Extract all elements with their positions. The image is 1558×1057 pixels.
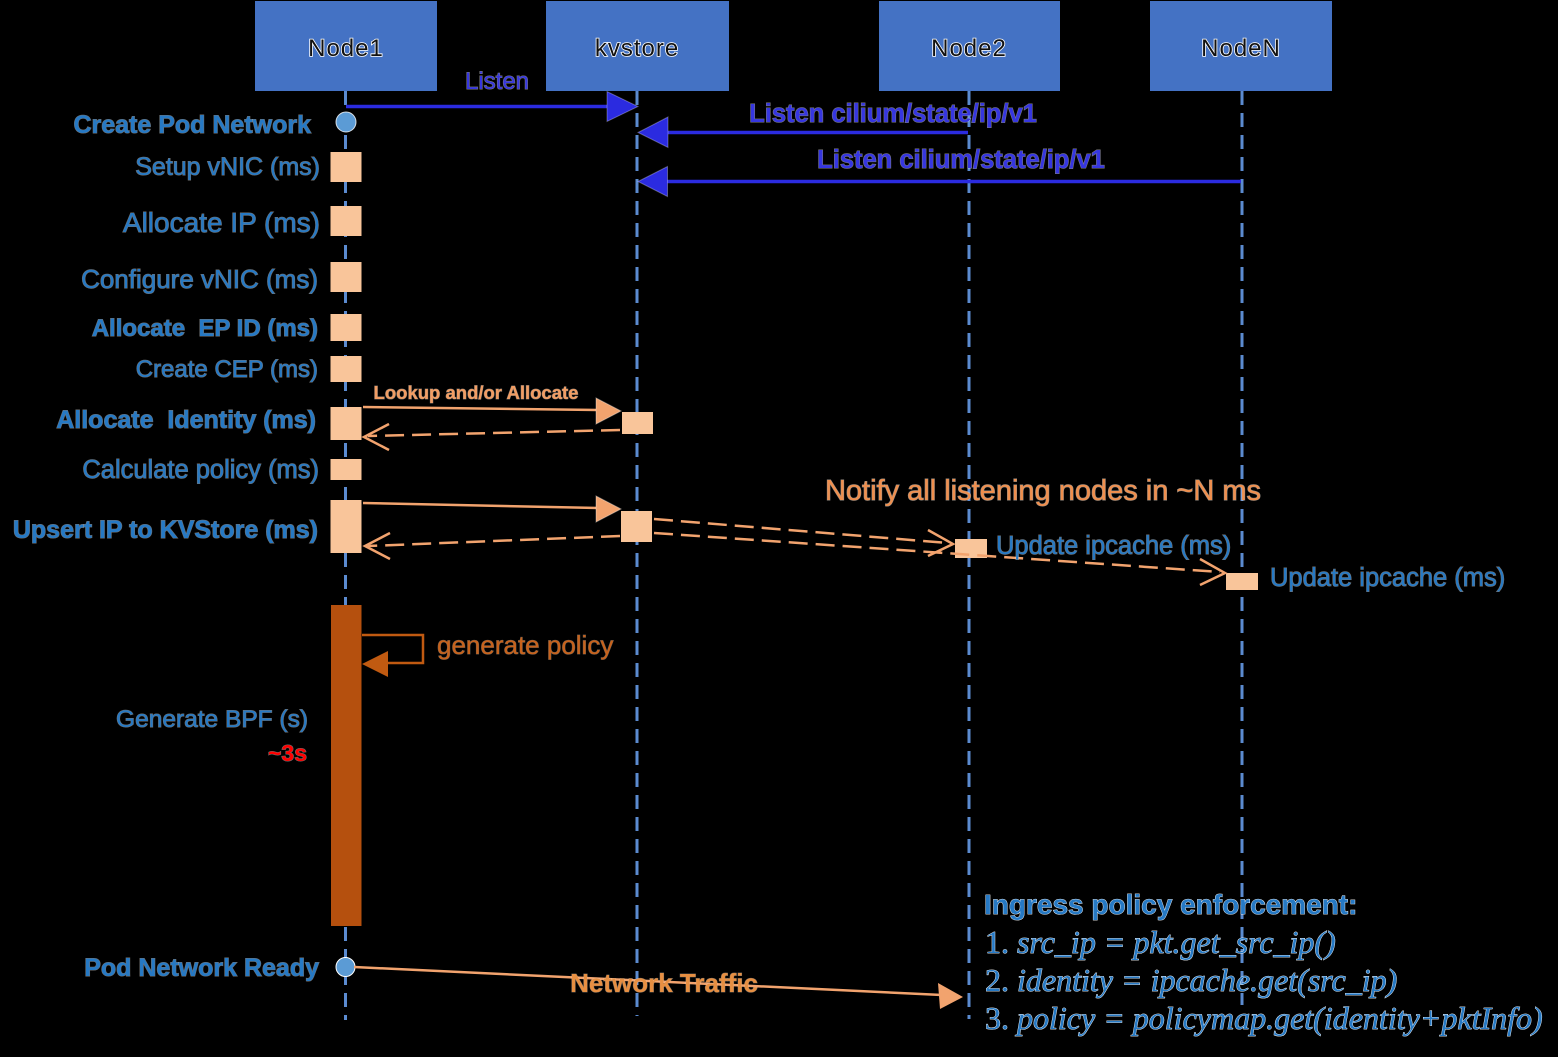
svg-text:Ingress policy enforcement:: Ingress policy enforcement: <box>984 889 1357 920</box>
svg-text:~3s: ~3s <box>268 740 307 766</box>
svg-text:Allocate Identity (ms): Allocate Identity (ms) <box>56 406 316 434</box>
svg-text:1. src_ip = pkt.get_src_ip(): 1. src_ip = pkt.get_src_ip() <box>985 924 1336 960</box>
svg-text:Pod Network Ready: Pod Network Ready <box>84 954 319 982</box>
svg-text:Node2: Node2 <box>931 35 1007 62</box>
svg-text:Network Traffic: Network Traffic <box>570 968 758 998</box>
svg-text:3. policy = policymap.get(iden: 3. policy = policymap.get(identity+pktIn… <box>985 1000 1543 1036</box>
svg-text:Notify all listening nodes in: Notify all listening nodes in ~N ms <box>825 475 1261 507</box>
svg-text:kvstore: kvstore <box>595 35 679 62</box>
svg-text:Update ipcache (ms): Update ipcache (ms) <box>996 532 1231 560</box>
svg-text:Allocate EP ID (ms): Allocate EP ID (ms) <box>92 315 318 342</box>
svg-text:Listen cilium/state/ip/v1: Listen cilium/state/ip/v1 <box>817 146 1105 174</box>
svg-text:Setup vNIC (ms): Setup vNIC (ms) <box>135 153 320 181</box>
svg-text:Configure vNIC (ms): Configure vNIC (ms) <box>81 264 318 294</box>
svg-text:Node1: Node1 <box>308 35 384 62</box>
svg-text:Create Pod Network: Create Pod Network <box>73 111 311 139</box>
svg-text:Generate BPF (s): Generate BPF (s) <box>116 706 308 733</box>
svg-text:2. identity = ipcache.get(src_: 2. identity = ipcache.get(src_ip) <box>985 962 1397 998</box>
svg-text:Listen cilium/state/ip/v1: Listen cilium/state/ip/v1 <box>749 100 1037 128</box>
svg-text:generate policy: generate policy <box>437 630 613 660</box>
svg-text:Lookup and/or Allocate: Lookup and/or Allocate <box>374 382 579 403</box>
svg-text:Create CEP (ms): Create CEP (ms) <box>136 356 318 383</box>
svg-text:Listen: Listen <box>465 68 529 95</box>
svg-text:Update ipcache (ms): Update ipcache (ms) <box>1270 564 1505 592</box>
svg-text:Calculate policy (ms): Calculate policy (ms) <box>82 456 319 484</box>
svg-text:Upsert IP to KVStore (ms): Upsert IP to KVStore (ms) <box>13 516 318 544</box>
svg-text:NodeN: NodeN <box>1201 35 1281 62</box>
svg-text:Allocate IP (ms): Allocate IP (ms) <box>123 207 320 238</box>
